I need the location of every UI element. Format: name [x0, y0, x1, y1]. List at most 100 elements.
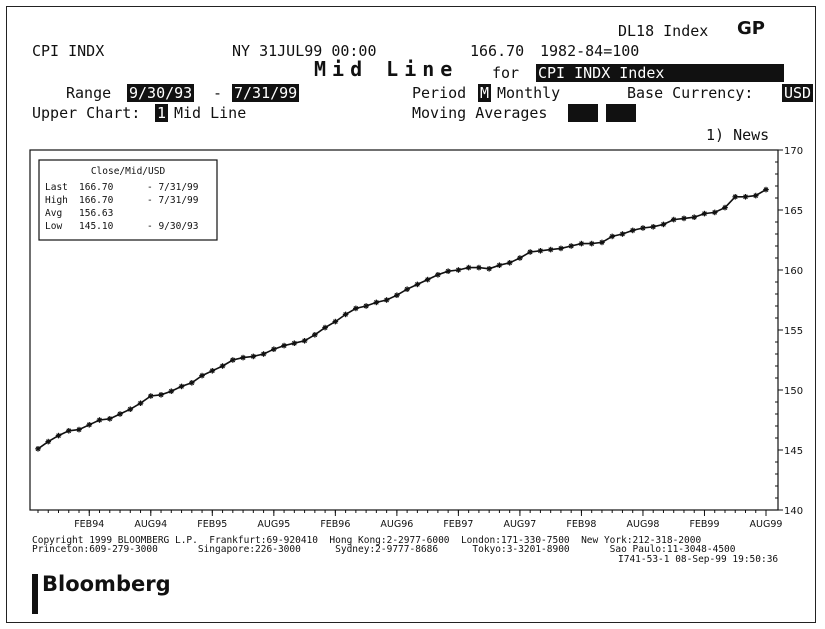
data-point: [147, 393, 154, 399]
data-point: [547, 246, 554, 253]
data-point: [106, 416, 113, 422]
data-point: [578, 240, 585, 247]
data-point: [65, 428, 72, 434]
data-point: [763, 186, 769, 193]
moving-average-field-1[interactable]: [568, 104, 598, 122]
data-point: [117, 411, 123, 417]
y-tick-label: 165: [784, 206, 803, 217]
legend-title: Close/Mid/USD: [91, 166, 166, 177]
range-start-field[interactable]: 9/30/93: [127, 84, 195, 102]
data-point: [199, 372, 205, 379]
legend-row-date: - 9/30/93: [147, 221, 198, 232]
data-point: [681, 215, 687, 222]
chart-title: Mid Line: [314, 57, 459, 81]
data-point: [373, 299, 380, 306]
x-tick-label: AUG99: [750, 519, 783, 530]
data-point: [55, 432, 62, 439]
title-for: for: [492, 64, 520, 82]
data-point: [291, 340, 298, 346]
data-point: [363, 303, 369, 309]
data-point: [127, 406, 134, 412]
data-point: [301, 338, 308, 344]
data-point: [435, 272, 441, 278]
upper-chart-code-field[interactable]: 1: [155, 104, 169, 122]
x-tick-label: AUG96: [380, 519, 413, 530]
data-point: [496, 262, 503, 268]
legend-row-value: 166.70: [79, 182, 114, 193]
data-point: [394, 292, 400, 298]
last-price: 166.70: [470, 42, 525, 60]
data-point: [732, 194, 739, 200]
period-code-field[interactable]: M: [478, 84, 492, 102]
data-point: [312, 332, 318, 338]
currency-field[interactable]: USD: [782, 84, 814, 102]
data-point: [609, 233, 615, 240]
data-point: [445, 268, 451, 274]
x-tick-label: FEB97: [443, 519, 473, 530]
legend-row-value: 145.10: [79, 221, 114, 232]
x-tick-label: FEB98: [566, 519, 596, 530]
legend-box: [38, 159, 218, 241]
data-point: [209, 368, 216, 374]
data-point: [404, 286, 410, 292]
legend-row-label: Avg: [45, 208, 62, 219]
data-point: [230, 357, 236, 363]
data-point: [486, 266, 492, 272]
data-point: [168, 388, 175, 394]
legend-row-label: Low: [45, 221, 62, 232]
data-point: [506, 260, 513, 266]
x-tick-label: AUG95: [257, 519, 290, 530]
base-period: 1982-84=100: [540, 42, 640, 60]
data-point: [476, 264, 482, 271]
timestamp: NY 31JUL99 00:00: [232, 42, 377, 60]
moving-average-field-2[interactable]: [606, 104, 636, 122]
period-value: Monthly: [497, 84, 561, 102]
data-point: [752, 192, 759, 199]
data-point: [271, 346, 277, 352]
legend-row-label: High: [45, 195, 68, 206]
data-point: [619, 231, 626, 237]
data-point: [45, 438, 52, 445]
x-tick-label: AUG94: [134, 519, 167, 530]
y-tick-label: 150: [784, 386, 803, 397]
data-point: [568, 243, 574, 249]
data-point: [424, 276, 431, 283]
currency-label: Base Currency:: [627, 84, 754, 102]
data-point: [701, 210, 708, 217]
x-tick-label: FEB94: [74, 519, 104, 530]
data-point: [189, 380, 195, 386]
data-point: [722, 204, 728, 211]
data-point: [599, 239, 605, 246]
y-tick-label: 140: [784, 506, 803, 517]
range-end-field[interactable]: 7/31/99: [232, 84, 300, 102]
data-point: [629, 227, 636, 234]
data-point: [383, 297, 390, 303]
upper-chart-label: Upper Chart:: [32, 104, 141, 122]
x-tick-label: AUG97: [503, 519, 536, 530]
x-tick-label: FEB95: [197, 519, 227, 530]
bloomberg-logo-icon: [32, 574, 38, 614]
legend-row-label: Last: [45, 182, 68, 193]
y-tick-label: 145: [784, 446, 803, 457]
news-link[interactable]: 1) News: [706, 126, 770, 144]
data-point: [670, 216, 677, 223]
data-point: [640, 225, 646, 231]
data-point: [711, 209, 718, 216]
legend-row-value: 156.63: [79, 208, 113, 219]
data-point: [250, 353, 257, 360]
data-point: [558, 245, 564, 252]
data-point: [691, 214, 698, 220]
index-code: DL18 Index: [618, 22, 709, 40]
function-code: GP: [737, 18, 765, 39]
data-point: [260, 351, 267, 357]
data-point: [517, 255, 523, 261]
data-point: [219, 363, 226, 369]
data-point: [76, 426, 82, 433]
data-point: [660, 221, 667, 228]
title-security[interactable]: CPI INDX Index: [536, 64, 784, 82]
footer-copyright-line: Copyright 1999 BLOOMBERG L.P. Frankfurt:…: [32, 535, 702, 546]
y-tick-label: 170: [784, 146, 803, 157]
x-tick-label: AUG98: [627, 519, 660, 530]
data-point: [455, 267, 462, 273]
